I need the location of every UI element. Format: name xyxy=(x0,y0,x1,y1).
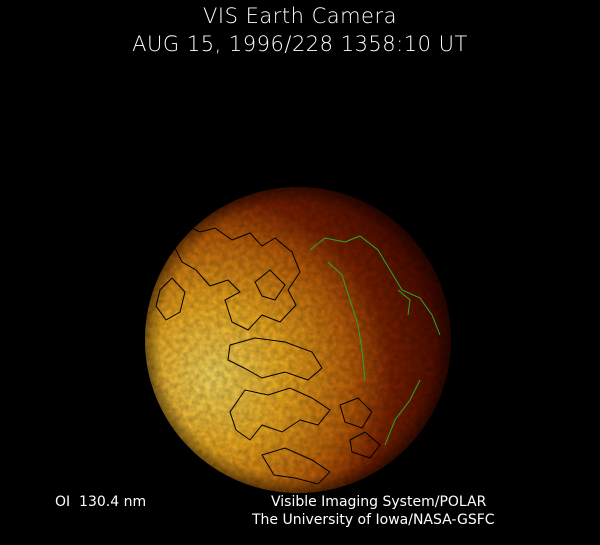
image-title: VIS Earth Camera xyxy=(203,4,397,28)
coastlines-night xyxy=(309,235,441,446)
instrument-credit: Visible Imaging System/POLAR xyxy=(271,494,487,510)
image-timestamp: AUG 15, 1996/228 1358:10 UT xyxy=(132,32,468,56)
organization-credit: The University of Iowa/NASA-GSFC xyxy=(252,512,495,528)
wavelength-label: OI 130.4 nm xyxy=(55,494,147,510)
earth-limb xyxy=(145,187,451,493)
coastlines-day xyxy=(155,224,381,485)
